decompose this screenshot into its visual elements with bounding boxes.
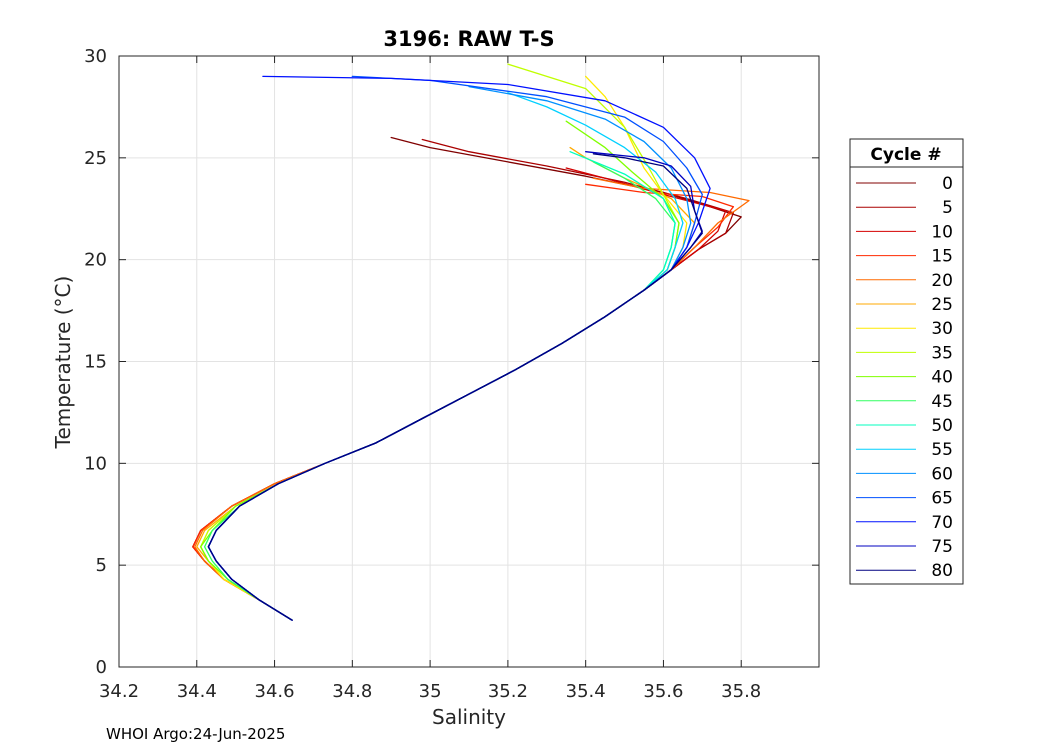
legend-label-cycle-0: 0	[942, 174, 953, 194]
x-tick-label: 34.2	[99, 681, 139, 702]
legend-label-cycle-60: 60	[931, 464, 953, 484]
legend-items: 0 5 10 15 20 25 30 35 40 45 50 55 60 65 70 75 80	[856, 174, 953, 581]
x-axis-ticks: 34.2 34.4 34.6 34.8 35 35.2 35.4 35.6 35.8	[99, 56, 761, 702]
legend-label-cycle-65: 65	[931, 489, 953, 509]
y-tick-label: 30	[84, 46, 107, 67]
y-tick-label: 15	[84, 352, 107, 373]
legend-label-cycle-15: 15	[931, 247, 953, 267]
x-tick-label: 34.8	[332, 681, 372, 702]
x-tick-label: 34.4	[177, 681, 217, 702]
chart-title: 3196: RAW T-S	[383, 27, 554, 51]
y-tick-label: 10	[84, 453, 107, 474]
legend-label-cycle-25: 25	[931, 295, 953, 315]
y-tick-label: 0	[96, 657, 107, 678]
y-tick-label: 5	[96, 555, 107, 576]
legend-label-cycle-55: 55	[931, 440, 953, 460]
series-line-cycle-80	[207, 153, 703, 621]
legend-label-cycle-40: 40	[931, 368, 953, 388]
legend-label-cycle-45: 45	[931, 392, 953, 412]
legend-label-cycle-10: 10	[931, 222, 953, 242]
legend-box	[849, 138, 964, 585]
x-tick-label: 34.6	[255, 681, 295, 702]
legend-label-cycle-5: 5	[942, 198, 953, 218]
y-axis-ticks: 0 5 10 15 20 25 30	[84, 46, 819, 678]
x-tick-label: 35.8	[721, 681, 761, 702]
legend-label-cycle-50: 50	[931, 416, 953, 436]
x-tick-label: 35.4	[566, 681, 606, 702]
legend-label-cycle-70: 70	[931, 513, 953, 533]
footer-source: WHOI Argo:24-Jun-2025	[106, 725, 286, 743]
y-axis-label: Temperature (°C)	[51, 276, 75, 450]
legend-label-cycle-75: 75	[931, 537, 953, 557]
legend-label-cycle-35: 35	[931, 343, 953, 363]
x-tick-label: 35.6	[643, 681, 683, 702]
x-axis-label: Salinity	[432, 705, 506, 729]
legend-label-cycle-20: 20	[931, 271, 953, 291]
y-tick-label: 20	[84, 250, 107, 271]
x-tick-label: 35	[419, 681, 442, 702]
legend: Cycle # 0 5 10 15 20 25 30 35 40 45 50 55 60 65 70 75 80	[849, 138, 964, 585]
series-layer	[192, 63, 750, 621]
legend-label-cycle-30: 30	[931, 319, 953, 339]
x-tick-label: 35.2	[488, 681, 528, 702]
legend-title: Cycle #	[870, 145, 941, 165]
legend-label-cycle-80: 80	[931, 561, 953, 581]
y-tick-label: 25	[84, 148, 107, 169]
